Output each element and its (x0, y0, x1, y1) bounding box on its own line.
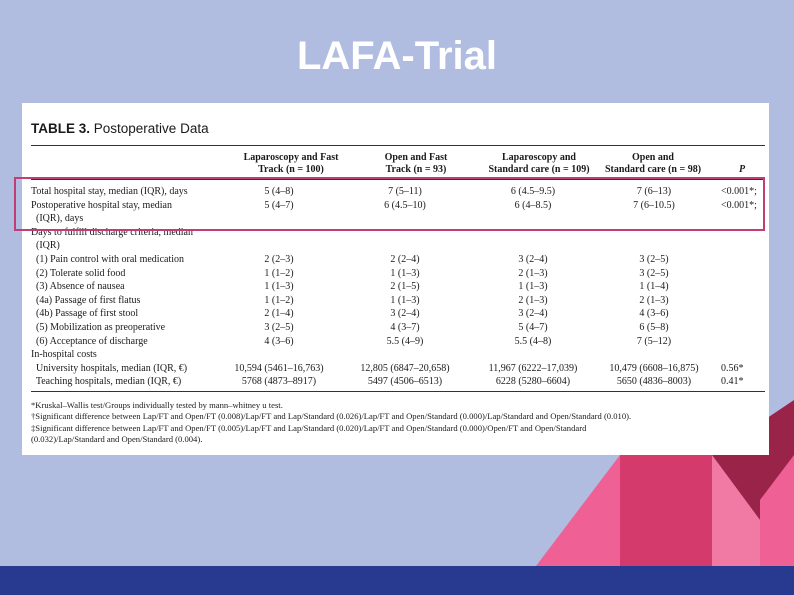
table-cell: 1 (1–3) (390, 294, 420, 306)
table-cell: 0.56* (721, 362, 744, 374)
row-label: (1) Pain control with oral medication (31, 254, 185, 265)
table-cell: <0.001*; (721, 199, 757, 211)
table-row: University hospitals, median (IQR, €) 10,… (31, 362, 765, 375)
row-label: Teaching hospitals, median (IQR, €) (31, 376, 182, 388)
header-open-ft: Open and Fast Track (n = 93) (384, 152, 448, 175)
table-cell: 7 (5–11) (388, 186, 422, 197)
table-row: (IQR), days (31, 212, 765, 225)
table-cell: 2 (2–4) (390, 254, 420, 265)
header-open-standard: Open and Standard care (n = 98) (604, 152, 702, 175)
table-cell: 4 (3–7) (390, 322, 420, 333)
table-cell: 6228 (5280–6604) (495, 376, 571, 388)
table-rule-top (31, 145, 765, 146)
footnote: *Kruskal–Wallis test/Groups individually… (31, 400, 283, 410)
table-cell: 10,479 (6608–16,875) (609, 362, 699, 374)
table-row: Teaching hospitals, median (IQR, €) 5768 … (31, 375, 765, 388)
row-label: (5) Mobilization as preoperative (31, 322, 166, 333)
table-cell: 2 (1–3) (639, 294, 669, 306)
table-row: In-hospital costs (31, 348, 765, 361)
table-cell: 7 (6–13) (636, 186, 672, 197)
table-cell: 6 (4.5–9.5) (510, 186, 556, 197)
table-row: (1) Pain control with oral medication 2 (… (31, 253, 765, 266)
table-cell: 2 (1–3) (518, 294, 548, 306)
table-cell: 5497 (4506–6513) (367, 376, 443, 388)
table-row: Total hospital stay, median (IQR), days 5… (31, 185, 765, 198)
row-label: Postoperative hospital stay, median (31, 199, 172, 211)
table-cell: 1 (1–3) (264, 281, 294, 293)
footnote: (0.032)/Lap/Standard and Open/Standard (… (31, 434, 203, 444)
table-row: (5) Mobilization as preoperative 3 (2–5) 4… (31, 321, 765, 334)
table-row: Postoperative hospital stay, median 5 (4–… (31, 199, 765, 212)
table-cell: 5.5 (4–8) (514, 335, 552, 347)
table-row: (6) Acceptance of discharge 4 (3–6) 5.5 (4… (31, 335, 765, 348)
table-cell: 3 (2–4) (390, 308, 420, 320)
table-cell: <0.001*; (721, 186, 757, 197)
table-row: (3) Absence of nausea 1 (1–3) 2 (1–5) 1 (1–… (31, 280, 765, 293)
row-label: (IQR) (31, 240, 60, 252)
row-label: (4b) Passage of first stool (31, 308, 139, 320)
table-cell: 2 (1–4) (264, 308, 294, 320)
row-label: In-hospital costs (31, 349, 97, 361)
header-p: P (738, 164, 746, 175)
row-label: (2) Tolerate solid food (31, 267, 126, 279)
row-label: (3) Absence of nausea (31, 281, 125, 293)
header-lap-ft: Laparoscopy and Fast Track (n = 100) (243, 152, 339, 175)
footnote: †Significant difference between Lap/FT a… (31, 411, 632, 421)
deco-pink-strip (760, 455, 794, 566)
table-cell: 1 (1–2) (264, 267, 294, 279)
table-cell: 5 (4–8) (264, 186, 294, 197)
row-label: Total hospital stay, median (IQR), days (31, 186, 188, 197)
table-cell: 0.41* (721, 376, 744, 388)
table-cell: 1 (1–3) (390, 267, 420, 279)
table-rule-bottom (31, 391, 765, 392)
table-cell: 2 (1–3) (518, 267, 548, 279)
table-cell: 6 (4.5–10) (384, 199, 426, 211)
table-cell: 3 (2–5) (264, 322, 294, 333)
table-panel: TABLE 3. Postoperative Data Laparoscopy … (22, 103, 769, 455)
header-lap-standard: Laparoscopy and Standard care (n = 109) (488, 152, 590, 175)
table-cell: 3 (2–4) (518, 254, 548, 265)
row-label: Days to fulfill discharge criteria, medi… (31, 226, 193, 238)
slide-title: LAFA-Trial (296, 34, 498, 78)
footnote: ‡Significant difference between Lap/FT a… (31, 423, 587, 433)
table-cell: 2 (1–5) (390, 281, 420, 293)
row-label: (6) Acceptance of discharge (31, 335, 148, 347)
table-cell: 5 (4–7) (518, 322, 548, 333)
table-row: (2) Tolerate solid food 1 (1–2) 1 (1–3) 2 (… (31, 267, 765, 280)
table-cell: 6 (5–8) (639, 322, 669, 333)
table-cell: 3 (2–5) (639, 254, 669, 265)
highlight-box (14, 177, 765, 231)
table-cell: 4 (3–6) (264, 335, 294, 347)
row-label: (4a) Passage of first flatus (31, 294, 141, 306)
table-cell: 11,967 (6222–17,039) (488, 362, 578, 374)
table-cell: 3 (2–4) (518, 308, 548, 320)
table-row: (4a) Passage of first flatus 1 (1–2) 1 (1–… (31, 294, 765, 307)
table-rule-header (31, 179, 765, 180)
decorative-shapes (536, 400, 794, 566)
table-cell: 1 (1–2) (264, 294, 294, 306)
table-cell: 5 (4–7) (264, 199, 294, 211)
table-row: (IQR) (31, 239, 765, 252)
table-row: (4b) Passage of first stool 2 (1–4) 3 (2–4… (31, 307, 765, 320)
table-cell: 12,805 (6847–20,658) (360, 362, 450, 374)
table-cell: 2 (2–3) (264, 254, 294, 265)
table-cell: 10,594 (5461–16,763) (234, 362, 324, 374)
table-cell: 7 (5–12) (636, 335, 672, 347)
table-cell: 3 (2–5) (639, 267, 669, 279)
table-cell: 5.5 (4–9) (386, 335, 424, 347)
deco-magenta-block (620, 455, 712, 566)
table-cell: 7 (6–10.5) (633, 199, 675, 211)
table-cell: 5768 (4873–8917) (241, 376, 317, 388)
table-cell: 5650 (4836–8003) (616, 376, 692, 388)
table-title: TABLE 3. Postoperative Data (31, 121, 209, 136)
table-cell: 1 (1–4) (639, 281, 669, 293)
row-label: (IQR), days (31, 213, 84, 225)
table-cell: 1 (1–3) (518, 281, 548, 293)
table-cell: 6 (4–8.5) (514, 199, 552, 211)
bottom-bar (0, 566, 794, 595)
deco-pink-triangle (536, 455, 620, 566)
table-cell: 4 (3–6) (639, 308, 669, 320)
row-label: University hospitals, median (IQR, €) (31, 362, 188, 374)
table-row: Days to fulfill discharge criteria, medi… (31, 226, 765, 239)
